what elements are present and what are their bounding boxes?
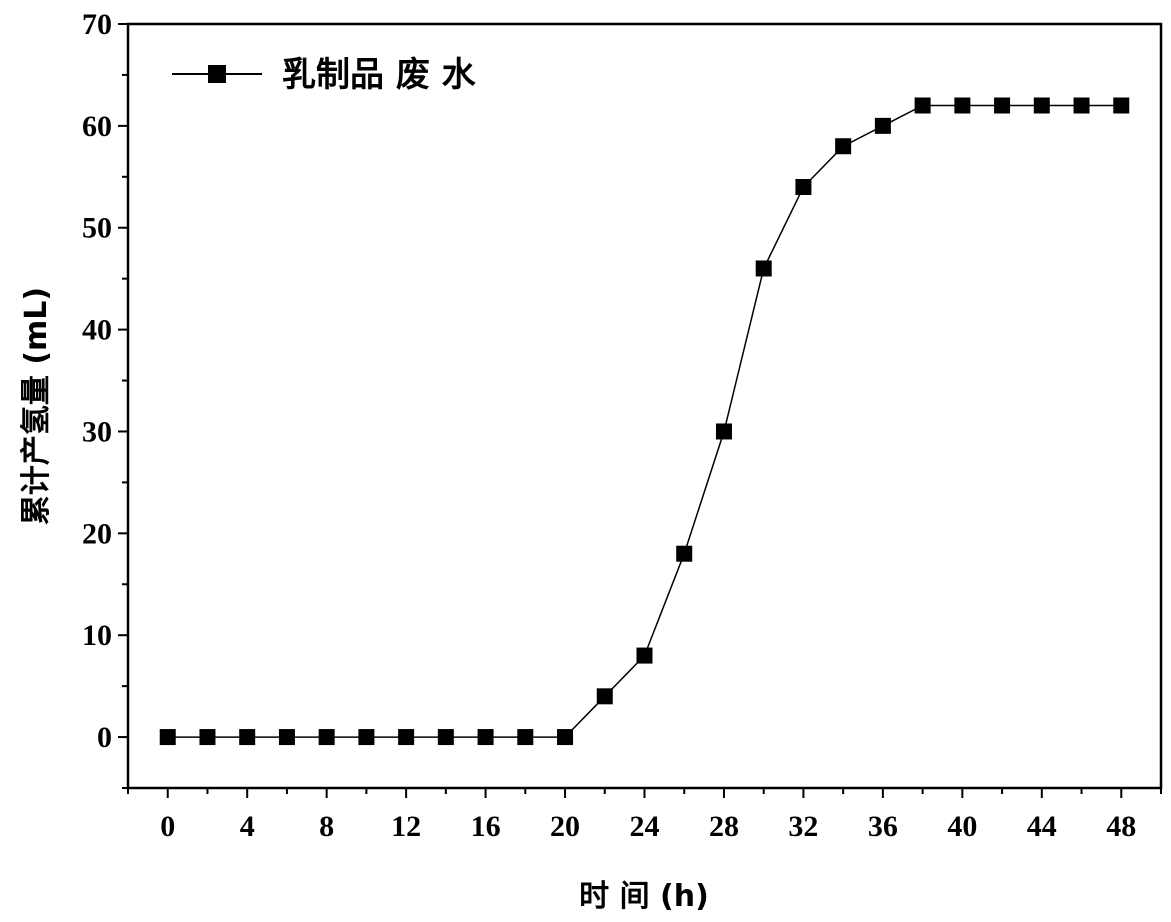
data-point [1033,97,1050,114]
x-tick-label: 48 [1106,810,1136,843]
data-point [239,729,256,746]
data-point [199,729,216,746]
data-point [596,688,613,705]
data-point [557,729,574,746]
data-point [795,178,812,195]
y-tick-label: 60 [82,110,112,143]
x-tick-label: 40 [947,810,977,843]
x-tick-label: 8 [319,810,334,843]
data-point [676,545,693,562]
x-axis-ticks: 0 4 8 12 16 20 24 28 32 36 40 44 48 [127,788,1162,843]
x-tick-label: 20 [550,810,580,843]
series-line [167,104,1122,738]
data-point [278,729,295,746]
y-axis-ticks: 0 10 20 30 40 50 60 70 [82,8,128,789]
data-point [994,97,1011,114]
legend-label: 乳制品 废 水 [282,55,477,95]
data-point [954,97,971,114]
x-tick-label: 32 [788,810,818,843]
y-tick-label: 10 [82,619,112,652]
y-tick-label: 20 [82,517,112,550]
data-point [358,729,375,746]
data-point [318,729,335,746]
data-point [1113,97,1130,114]
series-group [159,97,1130,746]
data-point [159,729,176,746]
y-tick-label: 50 [82,212,112,245]
y-tick-label: 40 [82,314,112,347]
data-point [477,729,494,746]
data-point [1073,97,1090,114]
x-tick-label: 44 [1027,810,1057,843]
x-tick-label: 16 [471,810,501,843]
y-tick-label: 70 [82,8,112,41]
data-point [437,729,454,746]
plot-frame [126,22,1163,790]
x-tick-label: 24 [630,810,660,843]
x-tick-label: 12 [391,810,421,843]
legend-marker [208,65,226,83]
y-tick-label: 30 [82,415,112,448]
data-point [517,729,534,746]
y-tick-label: 0 [97,721,112,754]
data-point [874,117,891,134]
x-axis-title: 时 间 (h) [579,879,709,914]
data-point [755,260,772,277]
data-point [715,423,732,440]
data-point [398,729,415,746]
legend: 乳制品 废 水 [172,55,477,95]
y-axis-title: 累计产氢量 (mL) [19,287,54,525]
x-tick-label: 28 [709,810,739,843]
x-tick-label: 4 [240,810,255,843]
data-point [835,138,852,155]
x-tick-label: 0 [160,810,175,843]
x-tick-label: 36 [868,810,898,843]
data-point [636,647,653,664]
data-point [914,97,931,114]
